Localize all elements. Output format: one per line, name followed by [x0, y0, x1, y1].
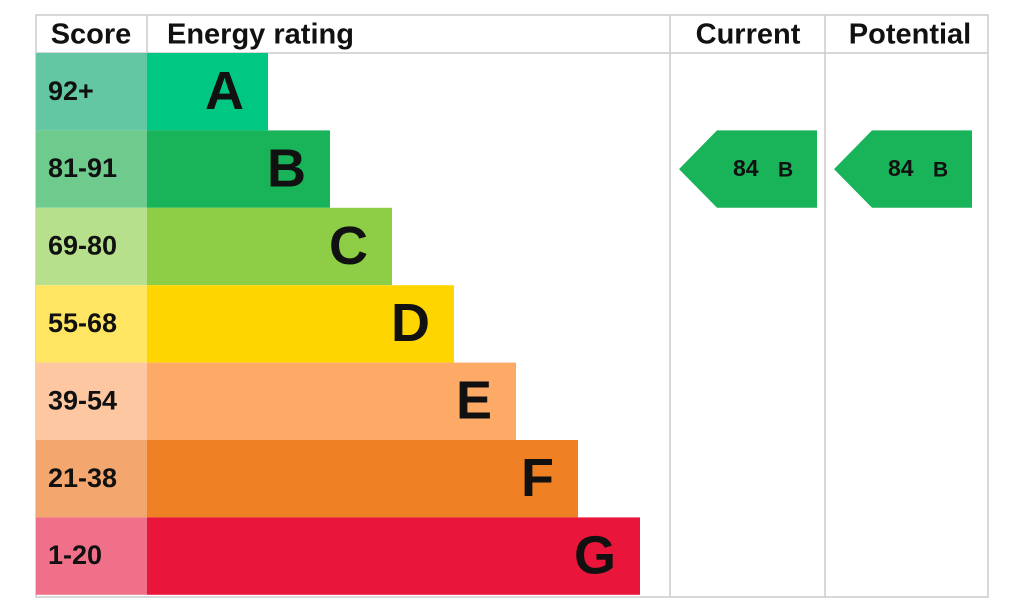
rating-bar: [147, 440, 578, 518]
score-range: 1-20: [48, 540, 102, 570]
score-cell: [36, 130, 147, 208]
current-value: 84: [733, 155, 759, 181]
header-rating: Energy rating: [167, 19, 354, 51]
score-range: 81-91: [48, 153, 117, 183]
rating-bar: [147, 285, 454, 363]
rating-bar: [147, 53, 268, 131]
score-range: 55-68: [48, 308, 117, 338]
header-score: Score: [51, 19, 132, 51]
rating-bar: [147, 207, 392, 286]
rating-bar: [147, 130, 330, 208]
score-range: 39-54: [48, 385, 117, 415]
score-cell: [36, 207, 147, 286]
rating-bar: [147, 517, 640, 595]
score-cell: [36, 53, 147, 131]
rating-letter: G: [574, 525, 616, 585]
current-letter: B: [778, 159, 793, 182]
score-range: 21-38: [48, 463, 117, 493]
rating-letter: A: [205, 61, 244, 121]
header-potential: Potential: [849, 19, 971, 51]
score-cell: [36, 440, 147, 518]
rating-letter: D: [391, 293, 430, 353]
rating-letter: F: [521, 448, 554, 508]
rating-letter: B: [267, 138, 306, 198]
rating-letter: C: [329, 216, 368, 276]
score-cell: [36, 517, 147, 595]
score-cell: [36, 362, 147, 440]
score-range: 69-80: [48, 231, 117, 261]
potential-arrow: [834, 130, 972, 208]
rating-bar: [147, 362, 516, 440]
header-current: Current: [696, 19, 801, 51]
current-arrow: [679, 130, 817, 208]
rating-letter: E: [456, 371, 492, 431]
potential-letter: B: [933, 159, 948, 182]
potential-value: 84: [888, 155, 914, 181]
score-cell: [36, 285, 147, 363]
score-range: 92+: [48, 76, 94, 106]
